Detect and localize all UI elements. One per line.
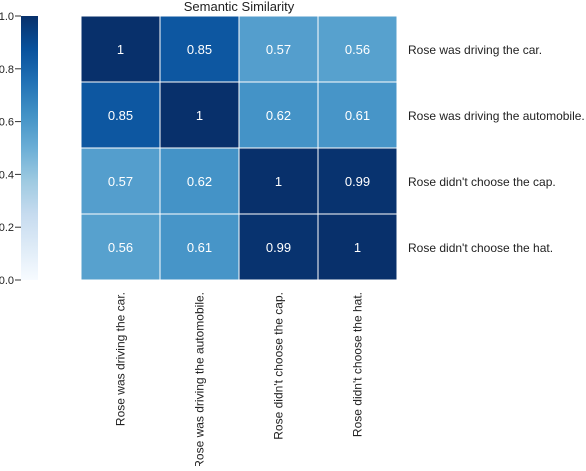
heatmap-cell: [159, 15, 240, 83]
row-label: Rose was driving the car.: [408, 43, 542, 57]
cell-value-label: 0.62: [266, 108, 291, 123]
cell-value-label: 1: [354, 240, 361, 255]
colorbar: [21, 16, 38, 280]
row-label: Rose didn't choose the hat.: [408, 241, 553, 255]
colorbar-tick-label: 1.0: [0, 11, 14, 23]
heatmap-cell: [80, 213, 161, 281]
cell-value-label: 0.61: [345, 108, 370, 123]
cell-value-label: 1: [196, 108, 203, 123]
colorbar-tick-label: 0.0: [0, 275, 14, 287]
col-label: Rose was driving the automobile.: [193, 292, 207, 466]
cell-value-label: 0.99: [345, 174, 370, 189]
colorbar-tick-label: 0.4: [0, 169, 14, 181]
cell-value-label: 0.61: [187, 240, 212, 255]
heatmap-cell: [317, 213, 398, 281]
cell-value-label: 1: [275, 174, 282, 189]
heatmap-cell: [238, 15, 319, 83]
col-label: Rose didn't choose the cap.: [272, 292, 286, 440]
heatmap-cell: [159, 147, 240, 215]
heatmap-cell: [317, 147, 398, 215]
cell-value-label: 0.85: [187, 42, 212, 57]
cell-value-label: 1: [117, 42, 124, 57]
cell-value-label: 0.56: [108, 240, 133, 255]
cell-value-label: 0.62: [187, 174, 212, 189]
col-label: Rose was driving the car.: [114, 292, 128, 426]
cell-value-label: 0.85: [108, 108, 133, 123]
chart-title: Semantic Similarity: [184, 0, 295, 14]
cell-value-label: 0.57: [108, 174, 133, 189]
heatmap-cell: [159, 81, 240, 149]
colorbar-tick-label: 0.6: [0, 117, 14, 129]
cell-value-label: 0.99: [266, 240, 291, 255]
cell-value-label: 0.57: [266, 42, 291, 57]
col-label: Rose didn't choose the hat.: [351, 292, 365, 437]
cell-value-label: 0.56: [345, 42, 370, 57]
heatmap-cell: [159, 213, 240, 281]
row-label: Rose didn't choose the cap.: [408, 175, 556, 189]
heatmap-cell: [317, 81, 398, 149]
row-label: Rose was driving the automobile.: [408, 109, 585, 123]
colorbar-tick-label: 0.2: [0, 222, 14, 234]
colorbar-tick-label: 0.8: [0, 64, 14, 76]
heatmap-cell: [80, 15, 161, 83]
heatmap-cell: [317, 15, 398, 83]
